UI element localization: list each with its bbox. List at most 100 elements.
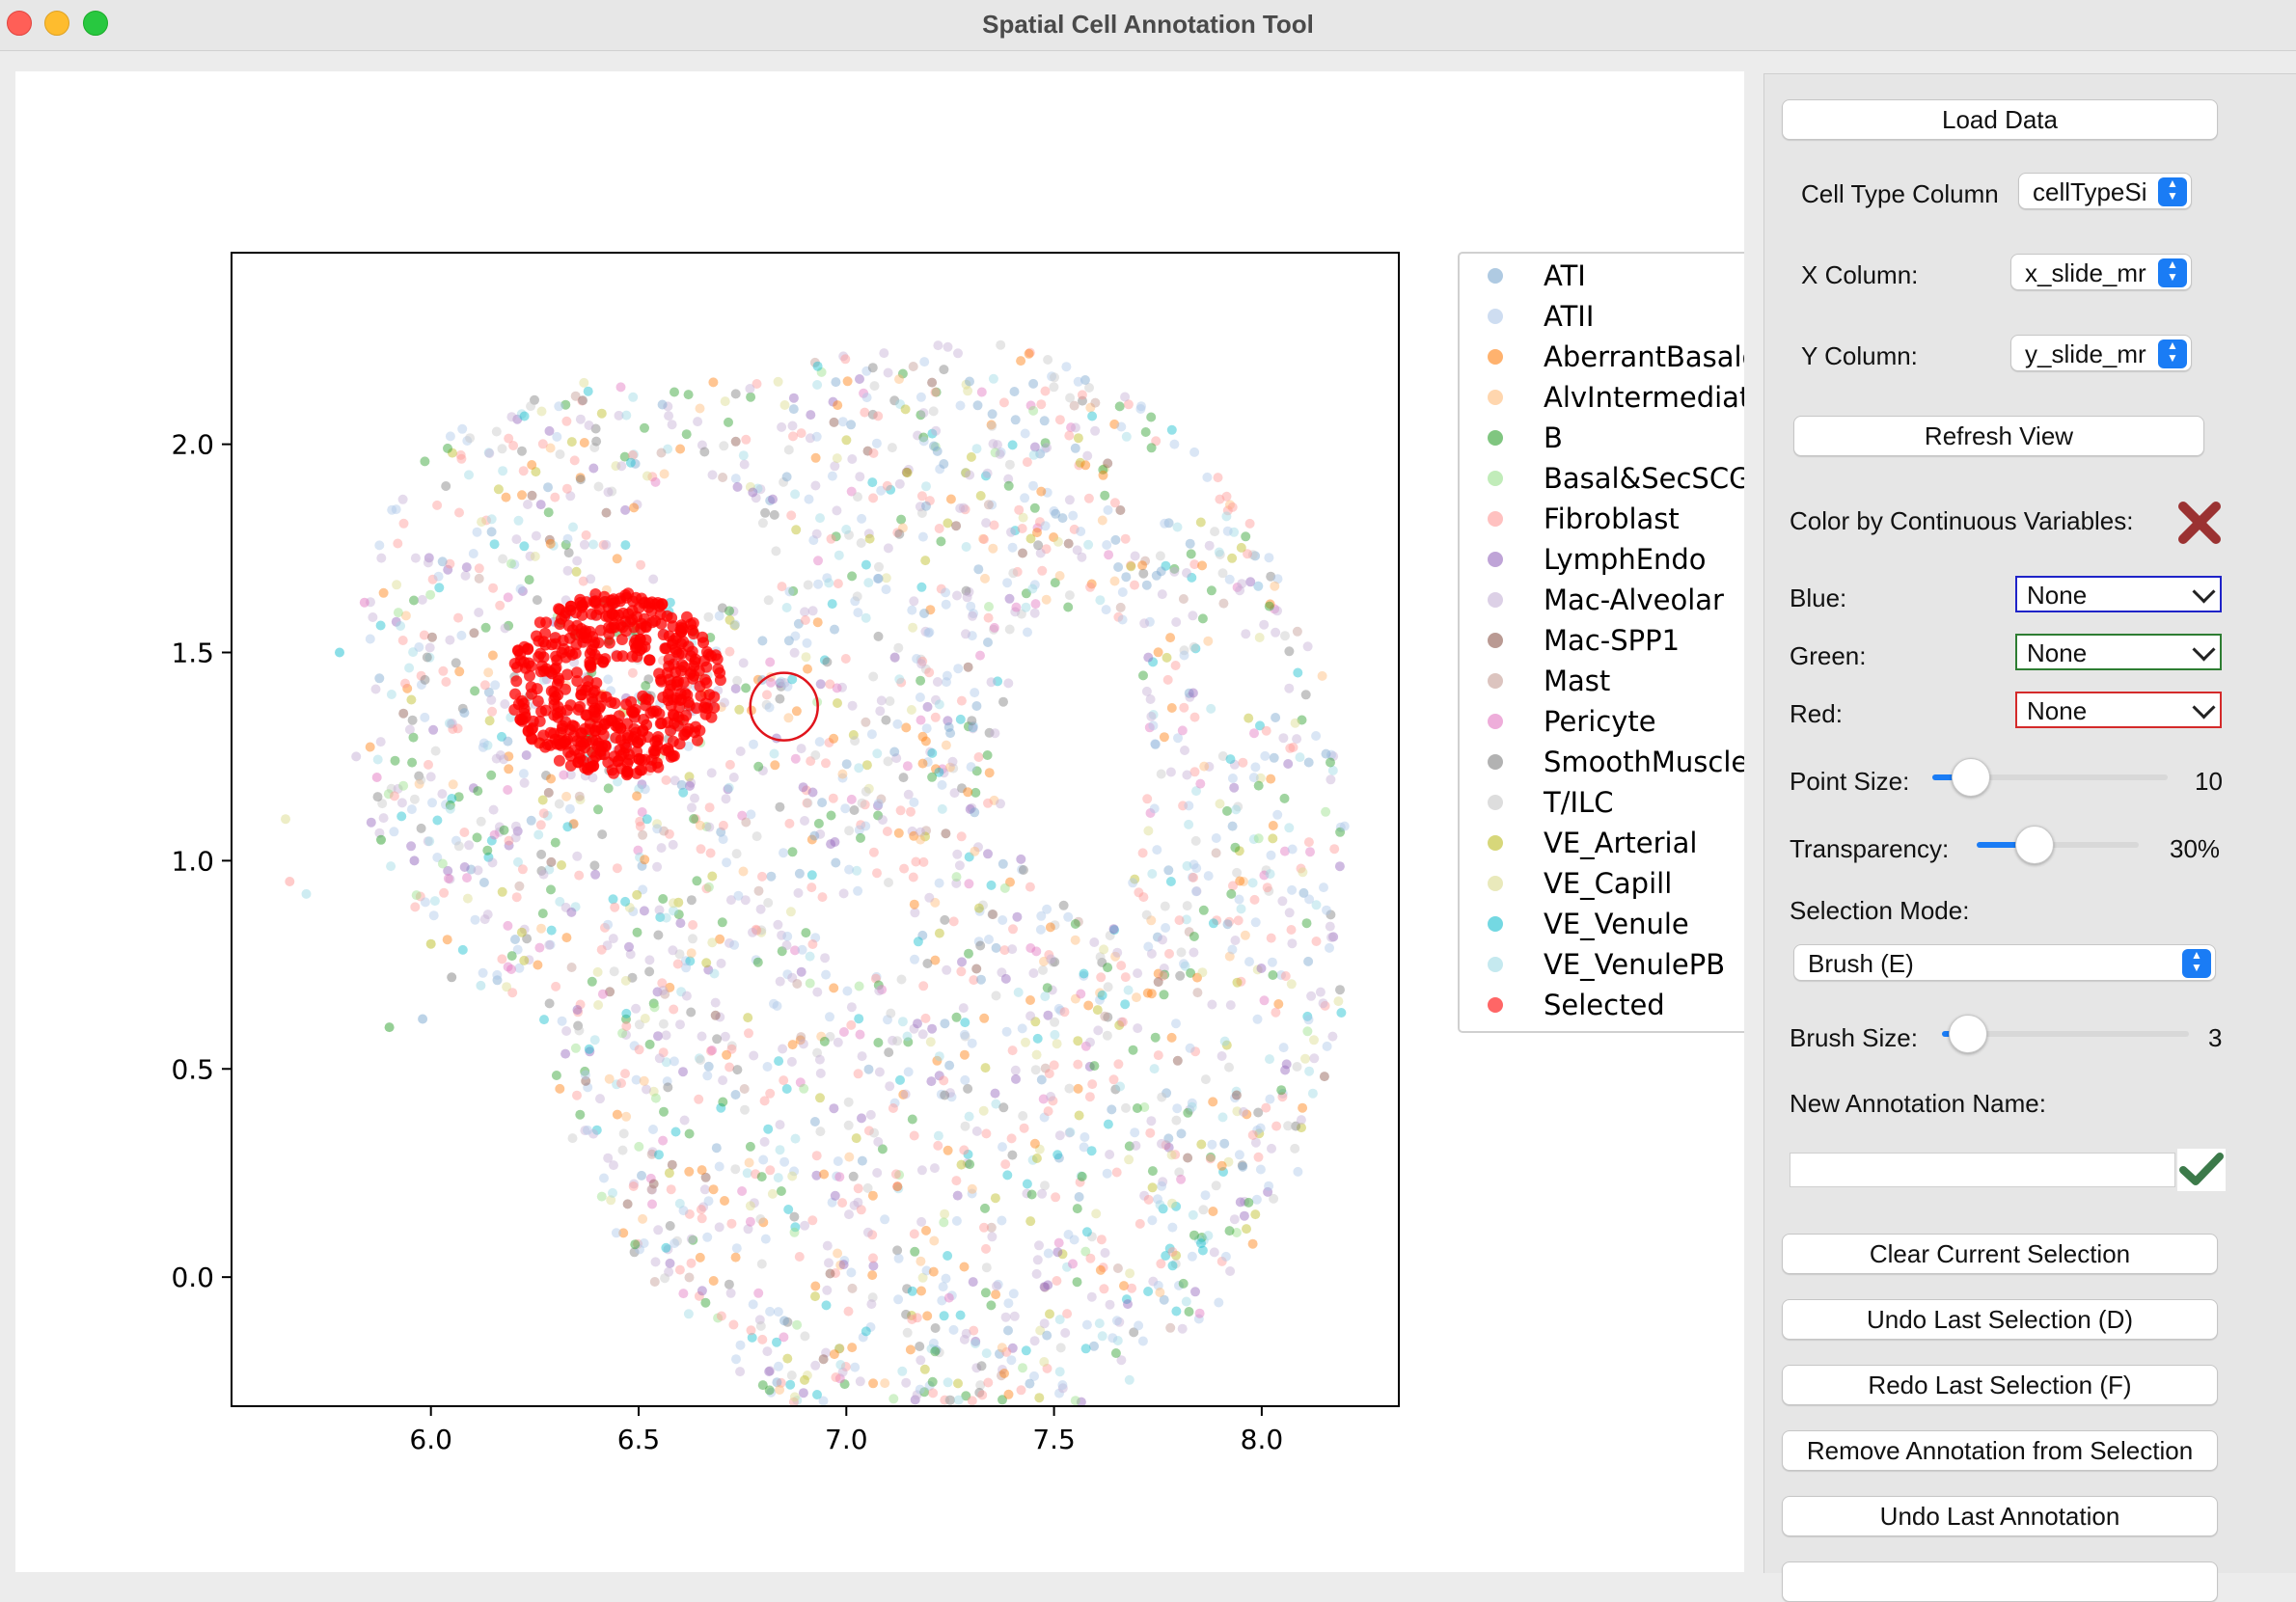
point-size-knob[interactable] bbox=[1952, 758, 1991, 797]
scatter-point bbox=[1085, 402, 1096, 413]
scatter-point bbox=[603, 1153, 614, 1163]
scatter-point bbox=[999, 945, 1010, 956]
scatter-point bbox=[1189, 1230, 1199, 1240]
scatter-point bbox=[968, 611, 977, 621]
scatter-point bbox=[965, 470, 975, 480]
x-column-select[interactable]: x_slide_mr ▲ ▼ bbox=[2010, 254, 2192, 290]
scatter-point bbox=[1266, 933, 1276, 943]
scatter-point bbox=[1235, 876, 1245, 886]
scatter-point bbox=[1004, 459, 1015, 470]
plot-canvas[interactable]: 6.0 6.5 7.0 7.5 8.0 0.0 0.5 1.0 1.5 2.0 ATI ATII A… bbox=[15, 71, 1744, 1572]
close-window-button[interactable] bbox=[7, 11, 32, 36]
scatter-point bbox=[1276, 970, 1286, 980]
scatter-point bbox=[1116, 1355, 1127, 1366]
remove-annotation-button[interactable]: Remove Annotation from Selection bbox=[1782, 1430, 2218, 1471]
scatter-point bbox=[411, 890, 422, 901]
red-variable-select[interactable]: None bbox=[2015, 692, 2222, 728]
scatter-point bbox=[1035, 1325, 1046, 1336]
green-variable-select[interactable]: None bbox=[2015, 634, 2222, 670]
next-action-button[interactable] bbox=[1782, 1561, 2218, 1602]
point-size-slider[interactable] bbox=[1932, 758, 2168, 797]
selected-point bbox=[570, 638, 583, 651]
cell-type-column-select[interactable]: cellTypeSi ▲ ▼ bbox=[2018, 173, 2192, 209]
scatter-plot[interactable]: 6.0 6.5 7.0 7.5 8.0 0.00.51.01.52.0 ATIATIIA… bbox=[15, 71, 1744, 1572]
scatter-point bbox=[1214, 1297, 1224, 1308]
scatter-point bbox=[939, 459, 949, 469]
transparency-slider[interactable] bbox=[1977, 826, 2139, 864]
selected-point bbox=[540, 616, 553, 629]
scatter-point bbox=[1193, 1235, 1204, 1245]
scatter-point bbox=[1272, 809, 1283, 820]
minimize-window-button[interactable] bbox=[44, 11, 69, 36]
transparency-knob[interactable] bbox=[2014, 826, 2054, 864]
scatter-point bbox=[575, 473, 586, 483]
scatter-point bbox=[762, 1062, 773, 1072]
scatter-point bbox=[1150, 1032, 1161, 1043]
scatter-point bbox=[839, 1256, 850, 1265]
scatter-point bbox=[1145, 808, 1156, 818]
scatter-point bbox=[855, 374, 864, 384]
scatter-point bbox=[963, 386, 973, 396]
clear-selection-button[interactable]: Clear Current Selection bbox=[1782, 1234, 2218, 1274]
scatter-point bbox=[603, 783, 614, 794]
new-annotation-input[interactable] bbox=[1790, 1153, 2175, 1187]
scatter-point bbox=[1095, 1264, 1106, 1275]
scatter-point bbox=[1188, 688, 1198, 698]
scatter-point bbox=[969, 720, 978, 731]
selection-mode-select[interactable]: Brush (E) ▲ ▼ bbox=[1793, 944, 2216, 981]
scatter-point bbox=[916, 1216, 927, 1227]
scatter-point bbox=[1116, 1017, 1127, 1027]
scatter-point bbox=[407, 715, 418, 725]
scatter-point bbox=[775, 1385, 785, 1395]
scatter-point bbox=[1075, 457, 1085, 468]
refresh-view-button[interactable]: Refresh View bbox=[1793, 416, 2204, 456]
scatter-point bbox=[470, 686, 480, 696]
scatter-point bbox=[514, 881, 525, 891]
scatter-point bbox=[931, 694, 941, 705]
scatter-point bbox=[523, 500, 533, 509]
scatter-point bbox=[825, 679, 835, 690]
load-data-button[interactable]: Load Data bbox=[1782, 99, 2218, 140]
scatter-point bbox=[1185, 1104, 1195, 1115]
redo-selection-button[interactable]: Redo Last Selection (F) bbox=[1782, 1365, 2218, 1405]
scatter-point bbox=[409, 855, 420, 866]
scatter-point bbox=[989, 795, 999, 805]
scatter-point bbox=[741, 434, 752, 445]
scatter-point bbox=[766, 1387, 777, 1398]
undo-annotation-button[interactable]: Undo Last Annotation bbox=[1782, 1496, 2218, 1536]
scatter-point bbox=[923, 628, 934, 638]
blue-variable-select[interactable]: None bbox=[2015, 576, 2222, 612]
scatter-point bbox=[817, 798, 828, 808]
scatter-point bbox=[372, 754, 383, 765]
scatter-point bbox=[954, 860, 965, 871]
scatter-point bbox=[1100, 1248, 1110, 1258]
y-column-select[interactable]: y_slide_mr ▲ ▼ bbox=[2010, 335, 2192, 371]
scatter-point bbox=[785, 907, 796, 917]
scatter-point bbox=[1137, 848, 1148, 858]
plot-area[interactable] bbox=[232, 253, 1399, 1406]
scatter-point bbox=[581, 529, 591, 540]
selected-point bbox=[653, 708, 666, 720]
maximize-window-button[interactable] bbox=[83, 11, 108, 36]
scatter-point bbox=[790, 489, 801, 500]
scatter-point bbox=[738, 658, 749, 668]
scatter-point bbox=[993, 1279, 1003, 1290]
scatter-point bbox=[720, 396, 730, 407]
brush-size-knob[interactable] bbox=[1948, 1015, 1987, 1053]
scatter-point bbox=[1174, 1167, 1185, 1178]
scatter-point bbox=[606, 1195, 616, 1206]
confirm-annotation-check-icon[interactable] bbox=[2177, 1149, 2226, 1191]
selected-point bbox=[616, 621, 629, 634]
scatter-point bbox=[1241, 531, 1251, 542]
clear-colors-x-icon[interactable] bbox=[2177, 501, 2222, 545]
scatter-point bbox=[1040, 1181, 1050, 1191]
scatter-point bbox=[834, 1373, 845, 1384]
scatter-point bbox=[861, 821, 871, 831]
scatter-point bbox=[1164, 1243, 1175, 1254]
undo-selection-button[interactable]: Undo Last Selection (D) bbox=[1782, 1299, 2218, 1340]
scatter-point bbox=[365, 742, 375, 752]
scatter-point bbox=[944, 1060, 955, 1071]
scatter-point bbox=[788, 1397, 799, 1406]
brush-size-slider[interactable] bbox=[1942, 1015, 2189, 1053]
scatter-point bbox=[504, 751, 514, 762]
